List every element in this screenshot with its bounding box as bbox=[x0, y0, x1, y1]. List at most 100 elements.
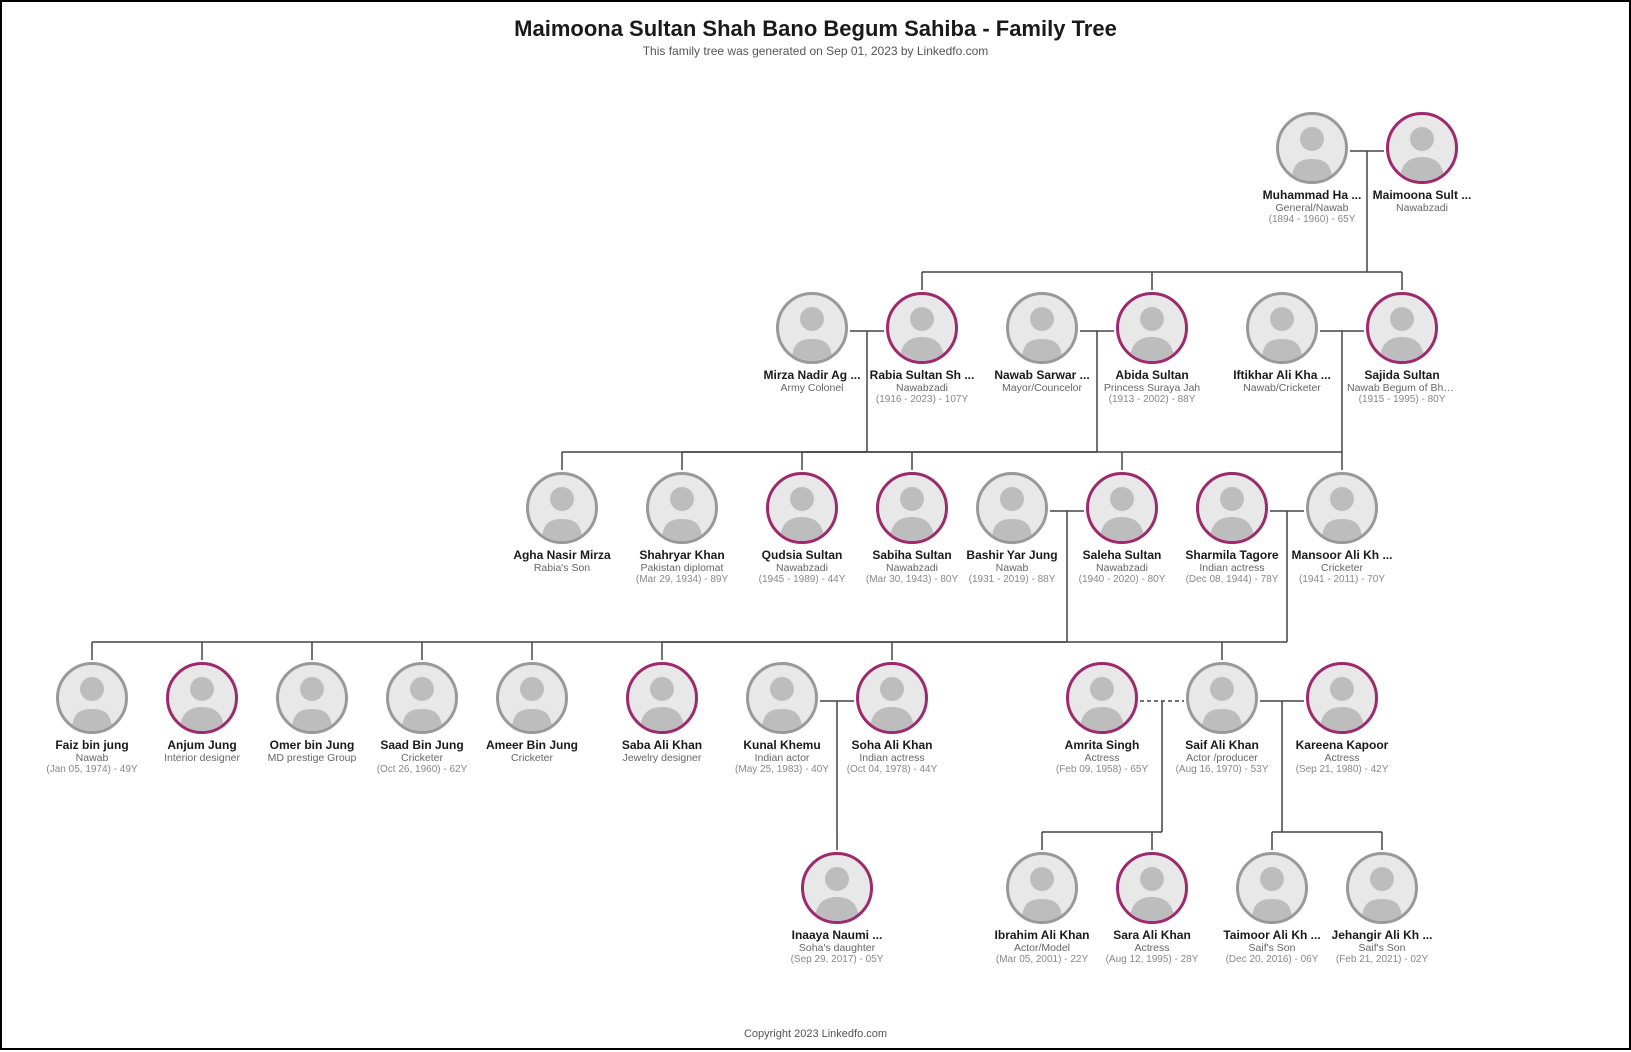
person-dates: (1941 - 2011) - 70Y bbox=[1287, 574, 1397, 585]
avatar bbox=[746, 662, 818, 734]
avatar bbox=[801, 852, 873, 924]
avatar bbox=[166, 662, 238, 734]
avatar bbox=[876, 472, 948, 544]
page-subtitle: This family tree was generated on Sep 01… bbox=[2, 44, 1629, 58]
person-dates: (Mar 30, 1943) - 80Y bbox=[857, 574, 967, 585]
person-desc: Nawab bbox=[957, 562, 1067, 574]
avatar bbox=[1066, 662, 1138, 734]
person-node-iftikhar: Iftikhar Ali Kha ...Nawab/Cricketer bbox=[1227, 292, 1337, 394]
footer-copyright: Copyright 2023 Linkedfo.com bbox=[2, 1028, 1629, 1040]
avatar bbox=[886, 292, 958, 364]
person-name: Mirza Nadir Ag ... bbox=[757, 368, 867, 382]
avatar bbox=[646, 472, 718, 544]
person-desc: Interior designer bbox=[147, 752, 257, 764]
person-node-saba: Saba Ali KhanJewelry designer bbox=[607, 662, 717, 764]
person-dates: (Mar 29, 1934) - 89Y bbox=[627, 574, 737, 585]
avatar bbox=[766, 472, 838, 544]
person-node-kareena: Kareena KapoorActress(Sep 21, 1980) - 42… bbox=[1287, 662, 1397, 775]
person-node-anjum: Anjum JungInterior designer bbox=[147, 662, 257, 764]
person-name: Omer bin Jung bbox=[257, 738, 367, 752]
person-name: Maimoona Sult ... bbox=[1367, 188, 1477, 202]
person-desc: Nawab bbox=[37, 752, 147, 764]
person-node-saif: Saif Ali KhanActor /producer(Aug 16, 197… bbox=[1167, 662, 1277, 775]
person-desc: Nawabzadi bbox=[1367, 202, 1477, 214]
avatar bbox=[1006, 292, 1078, 364]
person-name: Saleha Sultan bbox=[1067, 548, 1177, 562]
person-node-sabiha: Sabiha SultanNawabzadi(Mar 30, 1943) - 8… bbox=[857, 472, 967, 585]
avatar bbox=[1196, 472, 1268, 544]
person-dates: (May 25, 1983) - 40Y bbox=[727, 764, 837, 775]
avatar bbox=[496, 662, 568, 734]
person-name: Taimoor Ali Kh ... bbox=[1217, 928, 1327, 942]
person-name: Sara Ali Khan bbox=[1097, 928, 1207, 942]
avatar bbox=[1236, 852, 1308, 924]
person-desc: General/Nawab bbox=[1257, 202, 1367, 214]
avatar bbox=[776, 292, 848, 364]
person-node-sharmila: Sharmila TagoreIndian actress(Dec 08, 19… bbox=[1177, 472, 1287, 585]
person-dates: (1913 - 2002) - 88Y bbox=[1097, 394, 1207, 405]
avatar bbox=[1086, 472, 1158, 544]
person-node-rabia: Rabia Sultan Sh ...Nawabzadi(1916 - 2023… bbox=[867, 292, 977, 405]
person-dates: (Mar 05, 2001) - 22Y bbox=[987, 954, 1097, 965]
avatar bbox=[856, 662, 928, 734]
person-name: Saad Bin Jung bbox=[367, 738, 477, 752]
person-desc: Saif's Son bbox=[1217, 942, 1327, 954]
person-node-kunal: Kunal KhemuIndian actor(May 25, 1983) - … bbox=[727, 662, 837, 775]
person-name: Abida Sultan bbox=[1097, 368, 1207, 382]
avatar bbox=[1306, 472, 1378, 544]
person-desc: Nawabzadi bbox=[1067, 562, 1177, 574]
person-node-amrita: Amrita SinghActress(Feb 09, 1958) - 65Y bbox=[1047, 662, 1157, 775]
avatar bbox=[1246, 292, 1318, 364]
person-name: Faiz bin jung bbox=[37, 738, 147, 752]
person-name: Sharmila Tagore bbox=[1177, 548, 1287, 562]
avatar bbox=[1006, 852, 1078, 924]
person-name: Rabia Sultan Sh ... bbox=[867, 368, 977, 382]
person-node-abida: Abida SultanPrincess Suraya Jah(1913 - 2… bbox=[1097, 292, 1207, 405]
person-dates: (1894 - 1960) - 65Y bbox=[1257, 214, 1367, 225]
person-name: Iftikhar Ali Kha ... bbox=[1227, 368, 1337, 382]
person-dates: (Dec 20, 2016) - 06Y bbox=[1217, 954, 1327, 965]
person-desc: Cricketer bbox=[367, 752, 477, 764]
person-desc: Nawabzadi bbox=[747, 562, 857, 574]
person-desc: Actress bbox=[1097, 942, 1207, 954]
person-node-mansoor: Mansoor Ali Kh ...Cricketer(1941 - 2011)… bbox=[1287, 472, 1397, 585]
person-name: Kunal Khemu bbox=[727, 738, 837, 752]
person-desc: Mayor/Councelor bbox=[987, 382, 1097, 394]
person-dates: (Aug 12, 1995) - 28Y bbox=[1097, 954, 1207, 965]
person-name: Qudsia Sultan bbox=[747, 548, 857, 562]
person-desc: Actress bbox=[1287, 752, 1397, 764]
person-desc: Soha's daughter bbox=[782, 942, 892, 954]
person-node-sara: Sara Ali KhanActress(Aug 12, 1995) - 28Y bbox=[1097, 852, 1207, 965]
avatar bbox=[1276, 112, 1348, 184]
person-node-taimoor: Taimoor Ali Kh ...Saif's Son(Dec 20, 201… bbox=[1217, 852, 1327, 965]
person-node-saad: Saad Bin JungCricketer(Oct 26, 1960) - 6… bbox=[367, 662, 477, 775]
person-dates: (Jan 05, 1974) - 49Y bbox=[37, 764, 147, 775]
person-name: Amrita Singh bbox=[1047, 738, 1157, 752]
person-name: Saba Ali Khan bbox=[607, 738, 717, 752]
person-node-saleha: Saleha SultanNawabzadi(1940 - 2020) - 80… bbox=[1067, 472, 1177, 585]
person-desc: Actor/Model bbox=[987, 942, 1097, 954]
avatar bbox=[626, 662, 698, 734]
person-dates: (Feb 21, 2021) - 02Y bbox=[1327, 954, 1437, 965]
avatar bbox=[1366, 292, 1438, 364]
avatar bbox=[1346, 852, 1418, 924]
person-node-maimoona: Maimoona Sult ...Nawabzadi bbox=[1367, 112, 1477, 214]
person-name: Inaaya Naumi ... bbox=[782, 928, 892, 942]
person-dates: (Feb 09, 1958) - 65Y bbox=[1047, 764, 1157, 775]
person-desc: Nawabzadi bbox=[867, 382, 977, 394]
person-node-jehangir: Jehangir Ali Kh ...Saif's Son(Feb 21, 20… bbox=[1327, 852, 1437, 965]
person-name: Jehangir Ali Kh ... bbox=[1327, 928, 1437, 942]
person-dates: (1945 - 1989) - 44Y bbox=[747, 574, 857, 585]
avatar bbox=[386, 662, 458, 734]
person-desc: Indian actress bbox=[1177, 562, 1287, 574]
avatar bbox=[976, 472, 1048, 544]
person-dates: (Sep 21, 1980) - 42Y bbox=[1287, 764, 1397, 775]
person-name: Muhammad Ha ... bbox=[1257, 188, 1367, 202]
avatar bbox=[1386, 112, 1458, 184]
person-desc: Nawabzadi bbox=[857, 562, 967, 574]
person-dates: (Oct 26, 1960) - 62Y bbox=[367, 764, 477, 775]
avatar bbox=[276, 662, 348, 734]
person-node-omer: Omer bin JungMD prestige Group bbox=[257, 662, 367, 764]
person-node-inaaya: Inaaya Naumi ...Soha's daughter(Sep 29, … bbox=[782, 852, 892, 965]
person-node-mirza_nadir: Mirza Nadir Ag ...Army Colonel bbox=[757, 292, 867, 394]
